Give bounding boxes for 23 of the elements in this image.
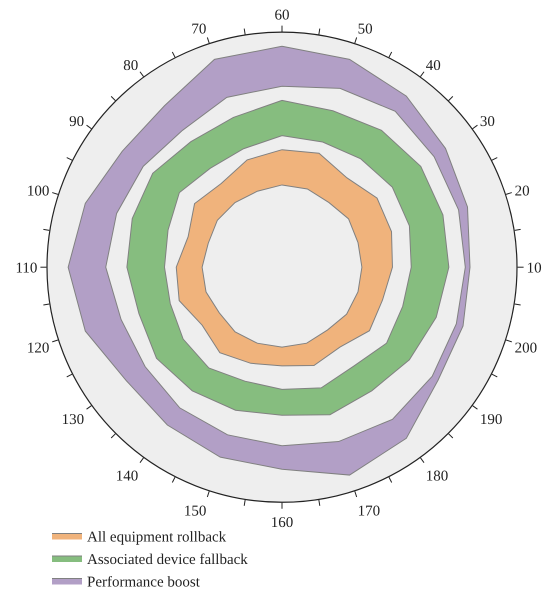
spoke-label: 100 [26, 184, 50, 200]
spoke-label: 150 [184, 504, 206, 520]
spoke-label: 60 [274, 8, 290, 24]
spoke-label: 130 [62, 412, 84, 428]
legend-label: Performance boost [87, 574, 201, 590]
spoke-label: 10 [526, 260, 542, 276]
spoke-label: 30 [480, 114, 495, 130]
spoke-label: 170 [358, 504, 380, 520]
spoke-label: 80 [123, 58, 138, 74]
legend-label: All equipment rollback [87, 529, 227, 546]
spoke-label: 200 [514, 340, 538, 356]
spoke-label: 40 [426, 58, 441, 74]
legend-label: Associated device fallback [87, 552, 248, 568]
spoke-label: 190 [480, 412, 502, 428]
spoke-label: 50 [358, 21, 373, 38]
spoke-label: 90 [69, 114, 84, 130]
spoke-label: 20 [514, 184, 530, 200]
spoke-label: 160 [270, 514, 294, 531]
spoke-label: 70 [191, 21, 206, 38]
spoke-label: 120 [26, 340, 50, 356]
spoke-label: 140 [116, 468, 138, 484]
spoke-label: 180 [426, 468, 448, 484]
spoke-label: 110 [15, 260, 38, 276]
